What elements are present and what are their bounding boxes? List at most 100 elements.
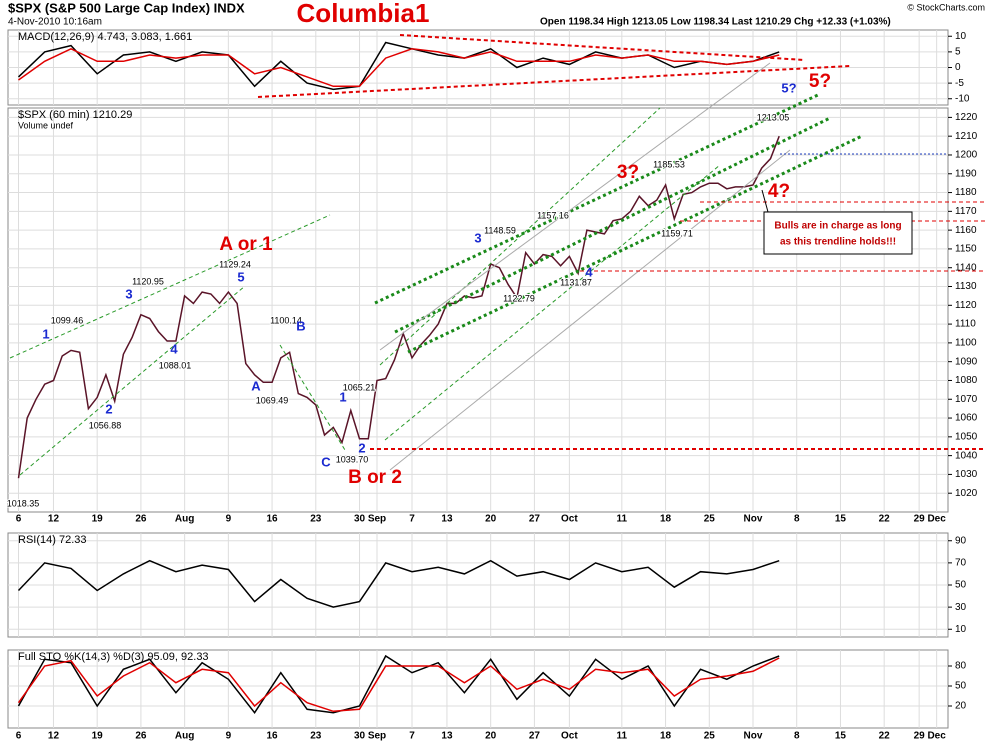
x-tick-label: 25: [704, 731, 716, 742]
wave-target: 4?: [768, 181, 790, 202]
x-tick-label: Dec: [927, 514, 946, 525]
x-tick-label: 11: [617, 731, 628, 742]
wave-label: 1: [42, 326, 49, 341]
price-annotation: 1120.95: [132, 276, 164, 286]
x-tick-label: 8: [794, 514, 800, 525]
series-line: [17, 135, 780, 479]
panel-label: MACD(12,26,9) 4.743, 3.083, 1.661: [18, 31, 192, 43]
x-tick-label: 12: [48, 514, 60, 525]
x-tick-label: 29: [914, 731, 926, 742]
trendline: [394, 116, 831, 334]
x-tick-label: Aug: [175, 731, 194, 742]
x-tick-label: 8: [794, 731, 800, 742]
x-tick-label: Sep: [368, 731, 386, 742]
x-tick-label: 18: [660, 514, 672, 525]
x-tick-label: 30: [354, 514, 366, 525]
y-tick-label: 1160: [955, 225, 977, 236]
wave-label: 2: [105, 401, 112, 416]
y-tick-label: 50: [955, 580, 967, 591]
y-tick-label: 1120: [955, 300, 977, 311]
price-annotation: 1157.16: [537, 210, 569, 220]
x-tick-label: 22: [879, 731, 891, 742]
wave-label: B: [296, 318, 305, 333]
series-line: [18, 47, 780, 88]
wave-label: C: [321, 454, 331, 469]
x-tick-label: 23: [310, 514, 322, 525]
trendline: [384, 164, 721, 441]
series-line: [17, 654, 780, 714]
y-tick-label: 5: [955, 47, 961, 58]
price-annotation: 1100.14: [270, 315, 302, 325]
x-tick-label: 25: [704, 514, 716, 525]
series-line: [17, 41, 780, 91]
y-tick-label: 1130: [955, 281, 977, 292]
note-text: as this trendline holds!!!: [780, 237, 896, 248]
wave-label: 5: [237, 269, 244, 284]
x-tick-label: 18: [660, 731, 672, 742]
y-tick-label: 0: [955, 62, 961, 73]
trendline: [399, 34, 806, 61]
x-tick-label: 22: [879, 514, 891, 525]
x-tick-label: 29: [914, 514, 926, 525]
price-annotation: 1122.79: [503, 293, 535, 303]
x-tick-label: Oct: [561, 514, 578, 525]
price-annotation: 1213.05: [757, 112, 790, 122]
y-tick-label: 1210: [955, 131, 978, 142]
panel-label: RSI(14) 72.33: [18, 534, 86, 546]
y-tick-label: 90: [955, 535, 967, 546]
y-tick-label: 1030: [955, 469, 978, 480]
y-tick-label: 10: [955, 624, 967, 635]
title: Columbia1: [297, 0, 430, 28]
y-tick-label: 70: [955, 558, 967, 569]
y-tick-label: 1110: [955, 319, 976, 330]
wave-label: 3: [474, 230, 481, 245]
x-tick-label: Dec: [927, 731, 946, 742]
panel: [7, 649, 949, 729]
x-tick-label: Sep: [368, 514, 386, 525]
x-tick-label: 12: [48, 731, 60, 742]
note-text: Bulls are in charge as long: [774, 221, 901, 232]
price-annotation: 1039.70: [336, 454, 369, 464]
wave-target: A or 1: [219, 234, 273, 255]
price-annotation: 1018.35: [7, 498, 40, 508]
trendline: [374, 92, 821, 305]
note-box: [763, 211, 913, 255]
price-annotation: 1088.01: [159, 360, 192, 370]
wave-target: B or 2: [348, 467, 402, 488]
y-tick-label: 1080: [955, 375, 978, 386]
timestamp: 4-Nov-2010 10:16am: [8, 17, 102, 28]
x-tick-label: 27: [529, 731, 541, 742]
wave-label: 3: [125, 286, 132, 301]
price-annotation: 1159.71: [661, 228, 693, 238]
y-tick-label: 1150: [955, 244, 977, 255]
y-tick-label: 1180: [955, 187, 977, 198]
trendline: [379, 107, 661, 366]
x-tick-label: 23: [310, 731, 322, 742]
trendline: [9, 214, 331, 359]
price-annotation: 1069.49: [256, 395, 289, 405]
x-tick-label: 26: [135, 731, 147, 742]
y-tick-label: 1020: [955, 488, 978, 499]
y-tick-label: 1090: [955, 356, 978, 367]
x-tick-label: 15: [835, 514, 847, 525]
x-tick-label: 16: [267, 514, 279, 525]
x-tick-label: 30: [354, 731, 366, 742]
price-annotation: 1065.21: [343, 382, 376, 392]
trendline: [379, 62, 771, 351]
x-tick-label: Nov: [744, 731, 763, 742]
y-tick-label: -10: [955, 93, 970, 104]
x-tick-label: 19: [92, 731, 104, 742]
credit: © StockCharts.com: [907, 2, 985, 12]
x-tick-label: 13: [441, 731, 453, 742]
series-line: [17, 559, 780, 608]
wave-label: A: [251, 378, 261, 393]
symbol: $SPX (S&P 500 Large Cap Index) INDX: [8, 0, 245, 15]
x-tick-label: 16: [267, 731, 279, 742]
x-tick-label: 20: [485, 731, 497, 742]
price-annotation: 1185.53: [653, 159, 685, 169]
note-pointer: [761, 189, 769, 213]
x-tick-label: 7: [409, 514, 415, 525]
x-tick-label: 9: [226, 514, 232, 525]
panel: [7, 107, 949, 513]
